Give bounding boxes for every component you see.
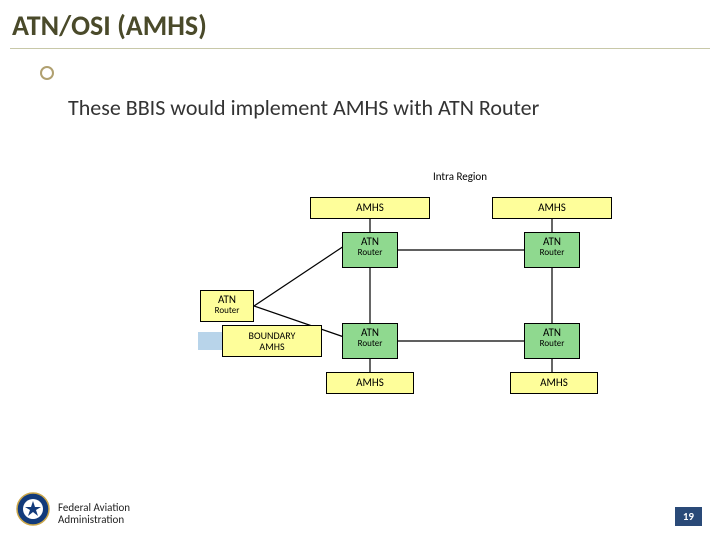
atn-router-side: ATN Router	[200, 290, 254, 322]
boundary-amhs-box: BOUNDARY AMHS	[222, 325, 322, 357]
router-label: Router	[343, 339, 397, 349]
faa-logo-icon	[16, 492, 50, 526]
router-label: Router	[525, 339, 579, 349]
amhs-box-top-left: AMHS	[310, 197, 430, 219]
network-edges	[0, 0, 720, 540]
atn-router-bottom-right: ATN Router	[524, 323, 580, 359]
footer-line-2: Administration	[58, 514, 124, 526]
boundary-label-2: AMHS	[223, 341, 321, 352]
amhs-box-bottom-left: AMHS	[326, 372, 414, 394]
atn-router-top-left: ATN Router	[342, 232, 398, 268]
slide: ATN/OSI (AMHS) These BBIS would implemen…	[0, 0, 720, 540]
page-number: 19	[675, 507, 702, 526]
router-label: Router	[343, 248, 397, 258]
router-label: Router	[525, 248, 579, 258]
router-label: Router	[201, 306, 253, 316]
atn-router-bottom-left: ATN Router	[342, 323, 398, 359]
amhs-box-top-right: AMHS	[492, 197, 612, 219]
amhs-box-bottom-right: AMHS	[510, 372, 598, 394]
atn-router-top-right: ATN Router	[524, 232, 580, 268]
